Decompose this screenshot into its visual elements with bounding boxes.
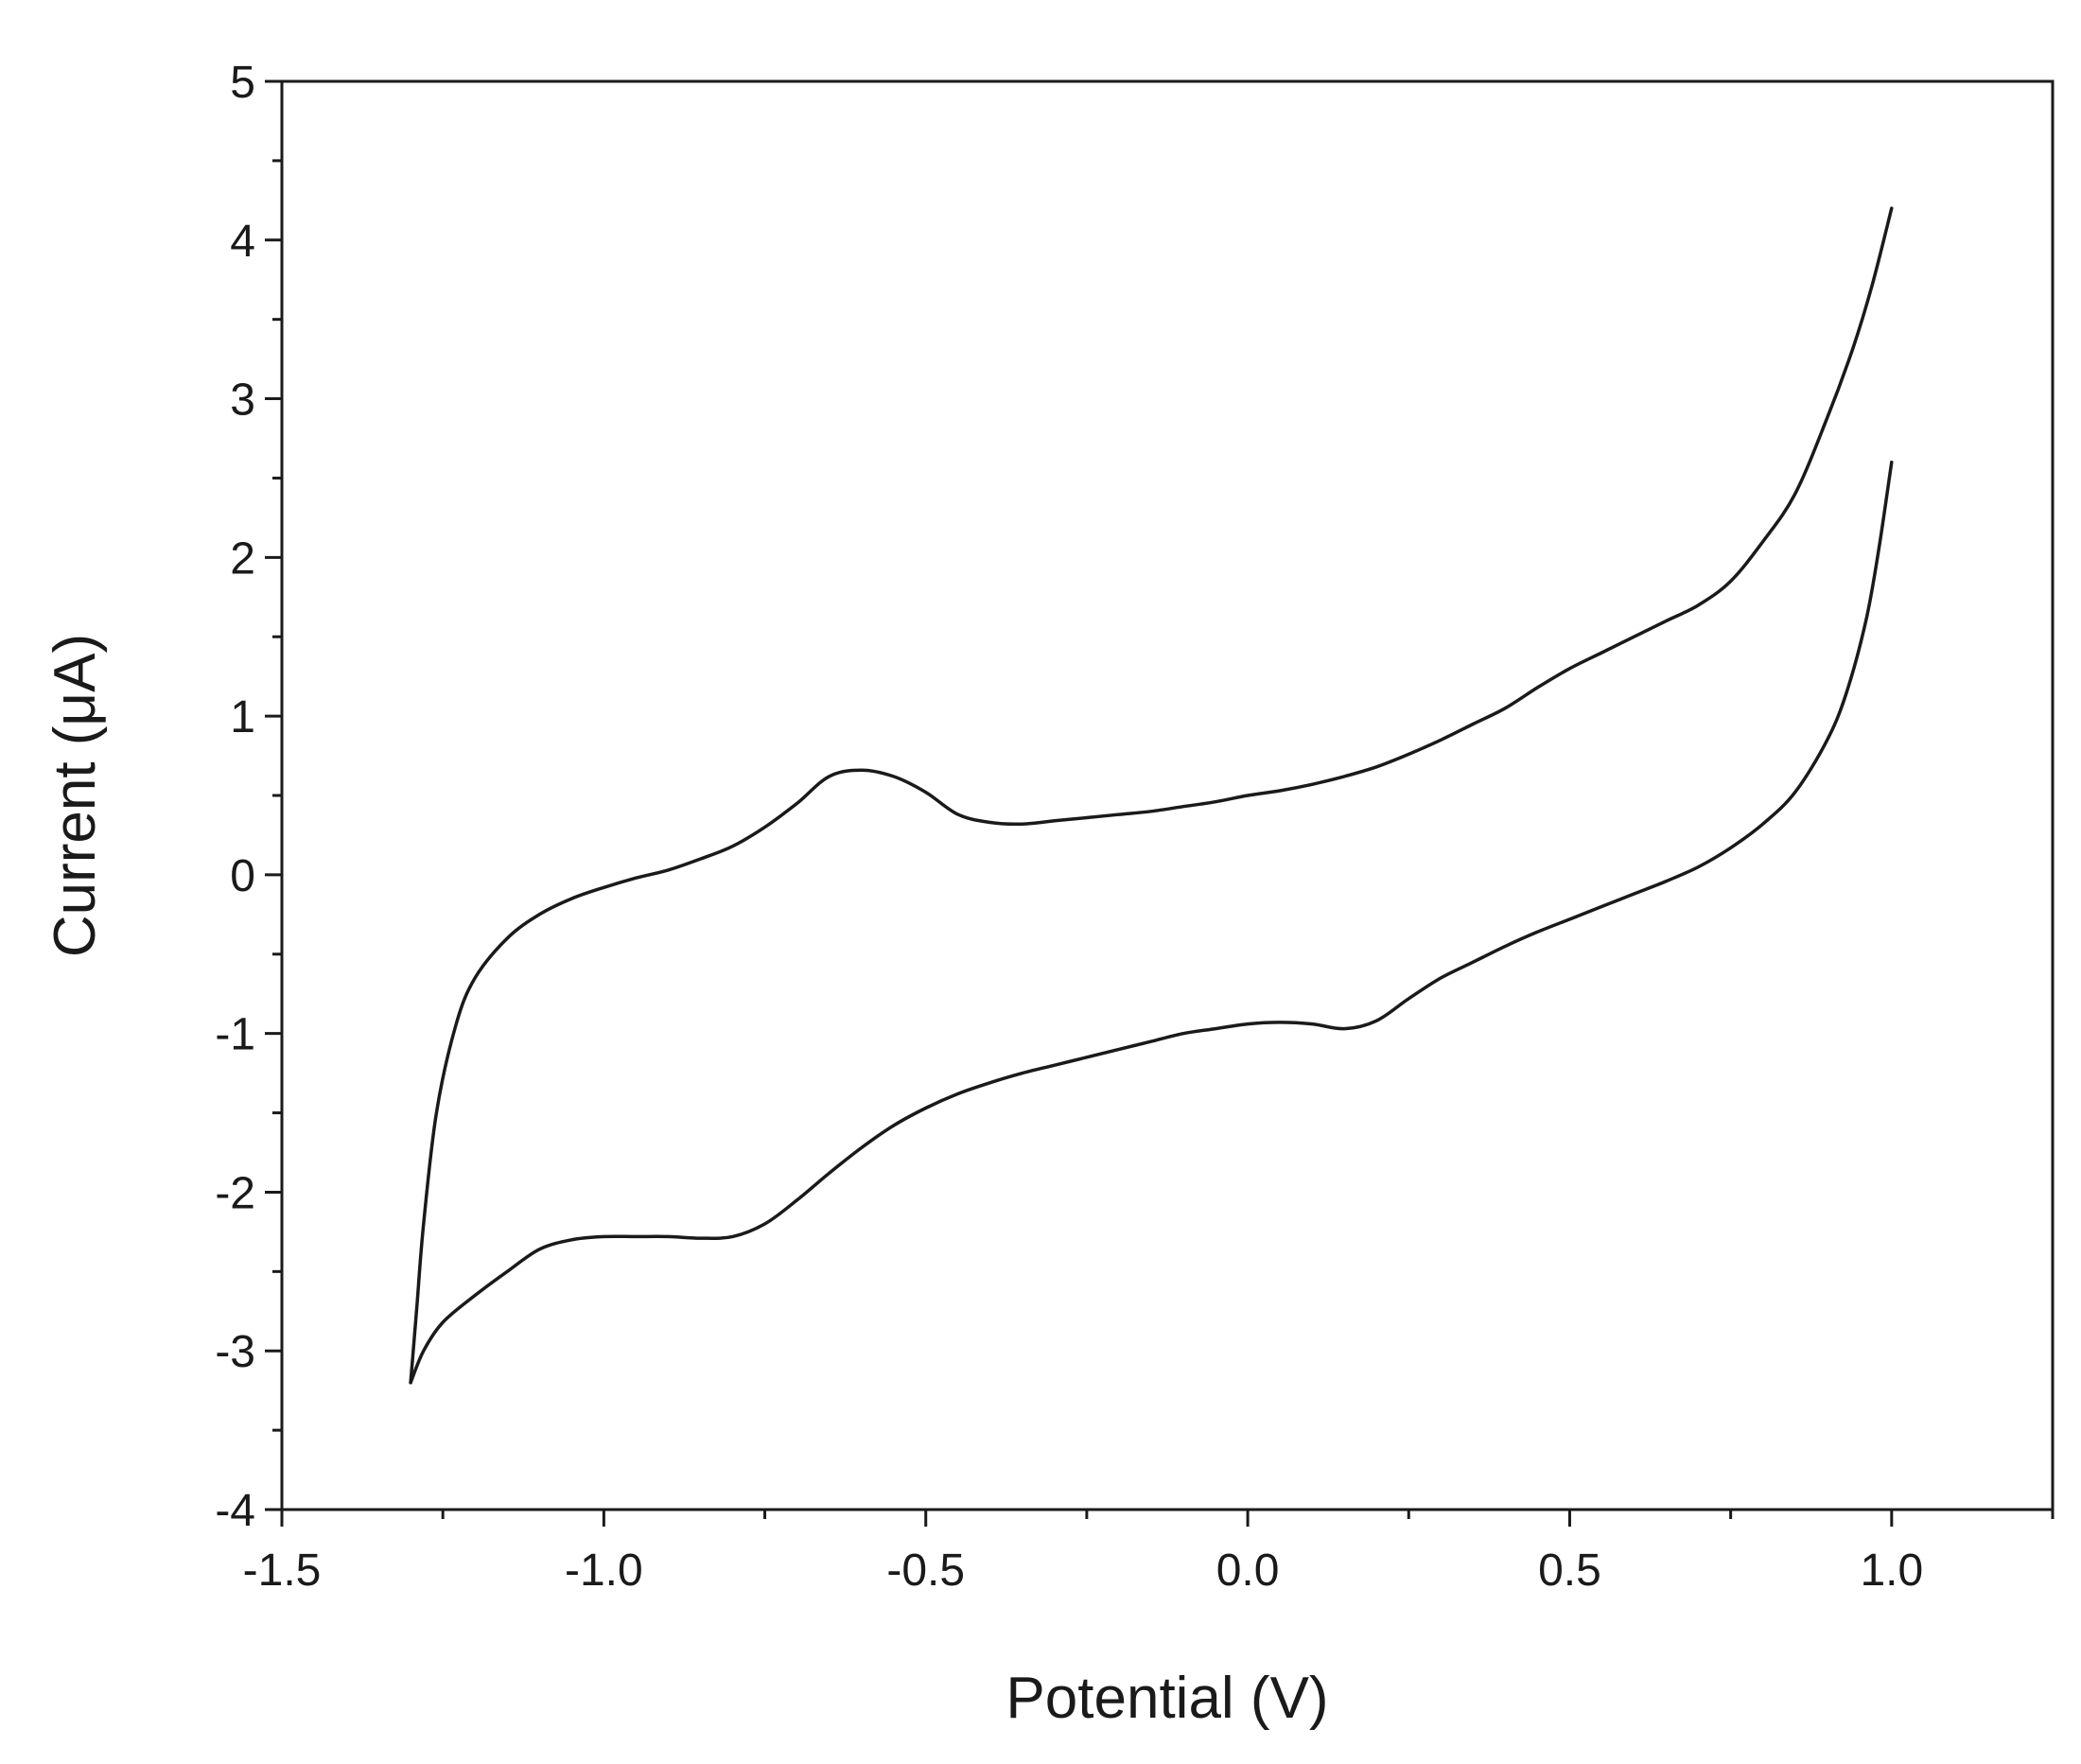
x-tick-label: -1.5 bbox=[243, 1546, 322, 1596]
plot-frame bbox=[280, 79, 2055, 1511]
y-axis-label: Current (μA) bbox=[43, 634, 108, 957]
data-series bbox=[409, 206, 1894, 1385]
y-tick-label: -2 bbox=[215, 1168, 255, 1218]
x-axis-label: Potential (V) bbox=[1006, 1666, 1328, 1731]
x-tick-label: -1.0 bbox=[565, 1546, 643, 1596]
anodic-sweep-line bbox=[409, 206, 1894, 1385]
y-tick-label: -4 bbox=[215, 1486, 255, 1536]
axis-ticks bbox=[265, 79, 2055, 1527]
y-tick-label: 4 bbox=[230, 217, 255, 267]
x-tick-label: 1.0 bbox=[1860, 1546, 1923, 1596]
y-tick-label: 1 bbox=[230, 692, 255, 742]
axis-tick-labels: -1.5 -1.0 -0.5 0.0 0.5 1.0 -4 -3 -2 -1 0 1 2 3 4 5 bbox=[215, 58, 1923, 1596]
y-tick-label: 5 bbox=[230, 58, 255, 108]
y-tick-label: -3 bbox=[215, 1327, 255, 1377]
x-tick-label: -0.5 bbox=[886, 1546, 965, 1596]
y-tick-label: 2 bbox=[230, 533, 255, 584]
cathodic-sweep-line bbox=[409, 460, 1894, 1385]
x-tick-label: 0.5 bbox=[1538, 1546, 1601, 1596]
x-tick-label: 0.0 bbox=[1216, 1546, 1280, 1596]
y-tick-label: -1 bbox=[215, 1010, 255, 1060]
y-tick-label: 3 bbox=[230, 376, 255, 426]
y-tick-label: 0 bbox=[230, 851, 255, 901]
